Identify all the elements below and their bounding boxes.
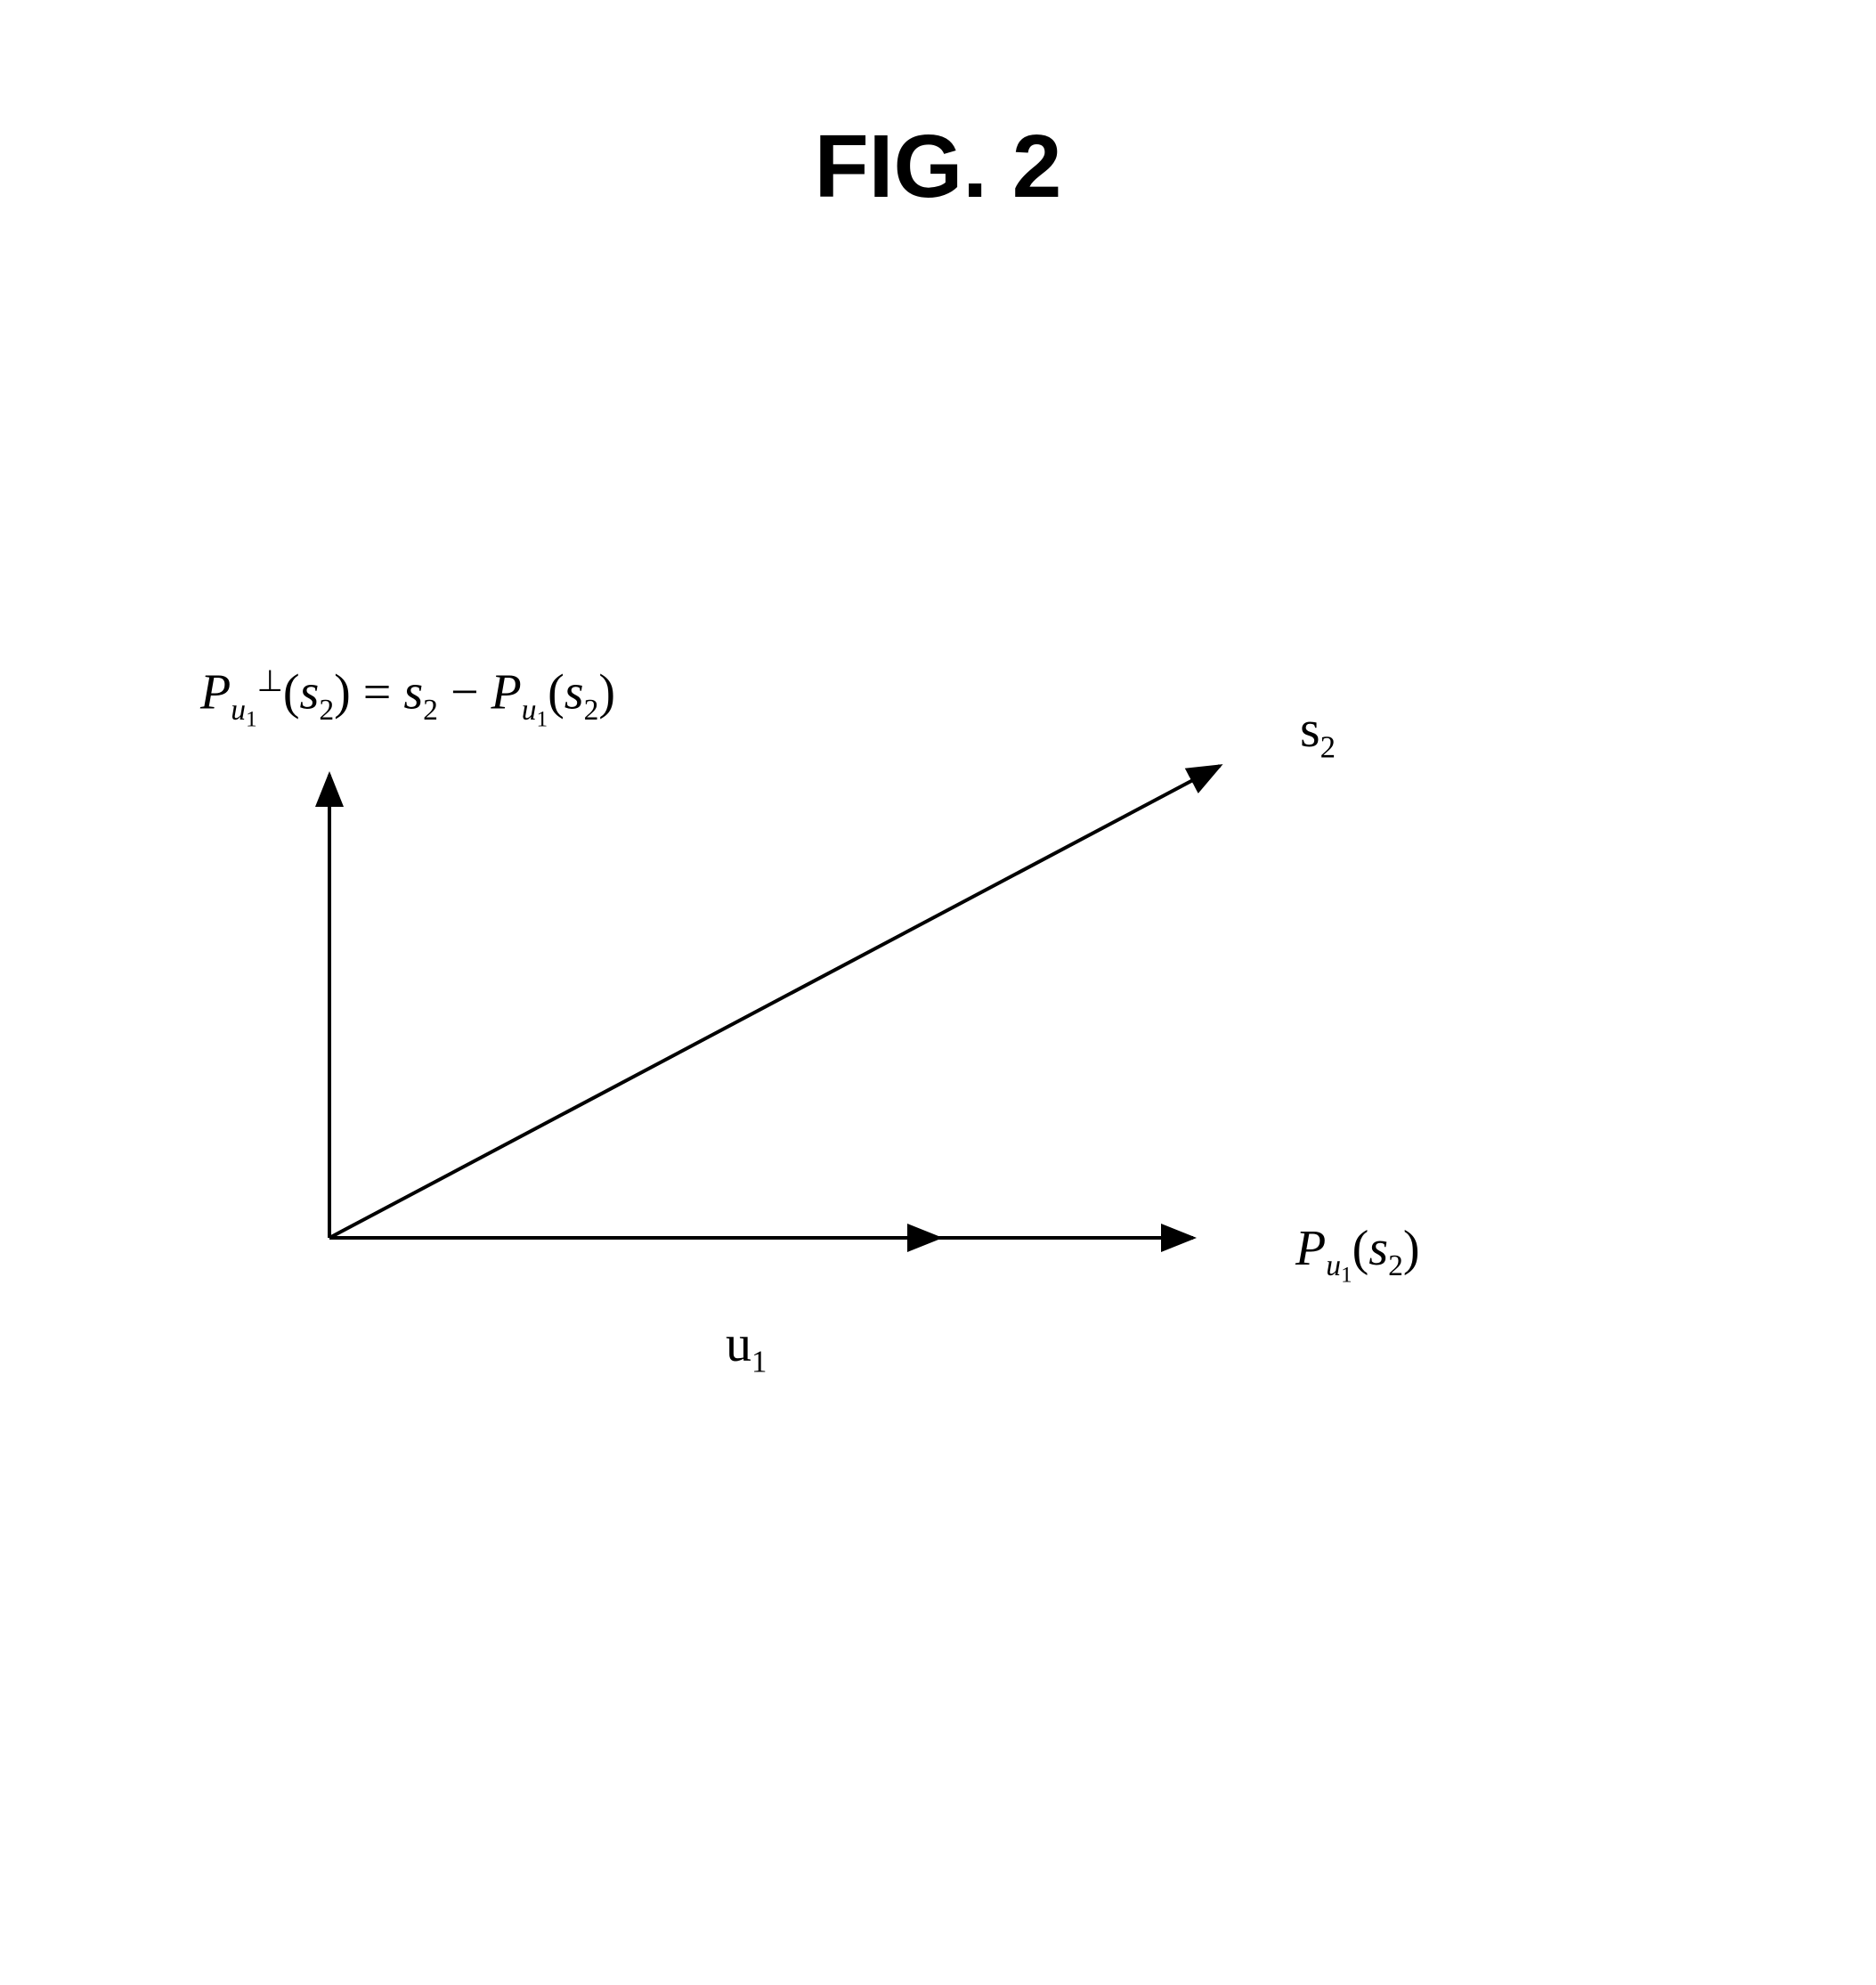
label-u1: u1	[726, 1314, 767, 1380]
label-projection: Pu1(s2)	[1295, 1220, 1420, 1289]
label-s2: s2	[1300, 699, 1336, 766]
label-perp-projection: Pu1⊥(s2) = s2 − Pu1(s2)	[200, 663, 615, 733]
vector-diagram	[0, 0, 1876, 1985]
